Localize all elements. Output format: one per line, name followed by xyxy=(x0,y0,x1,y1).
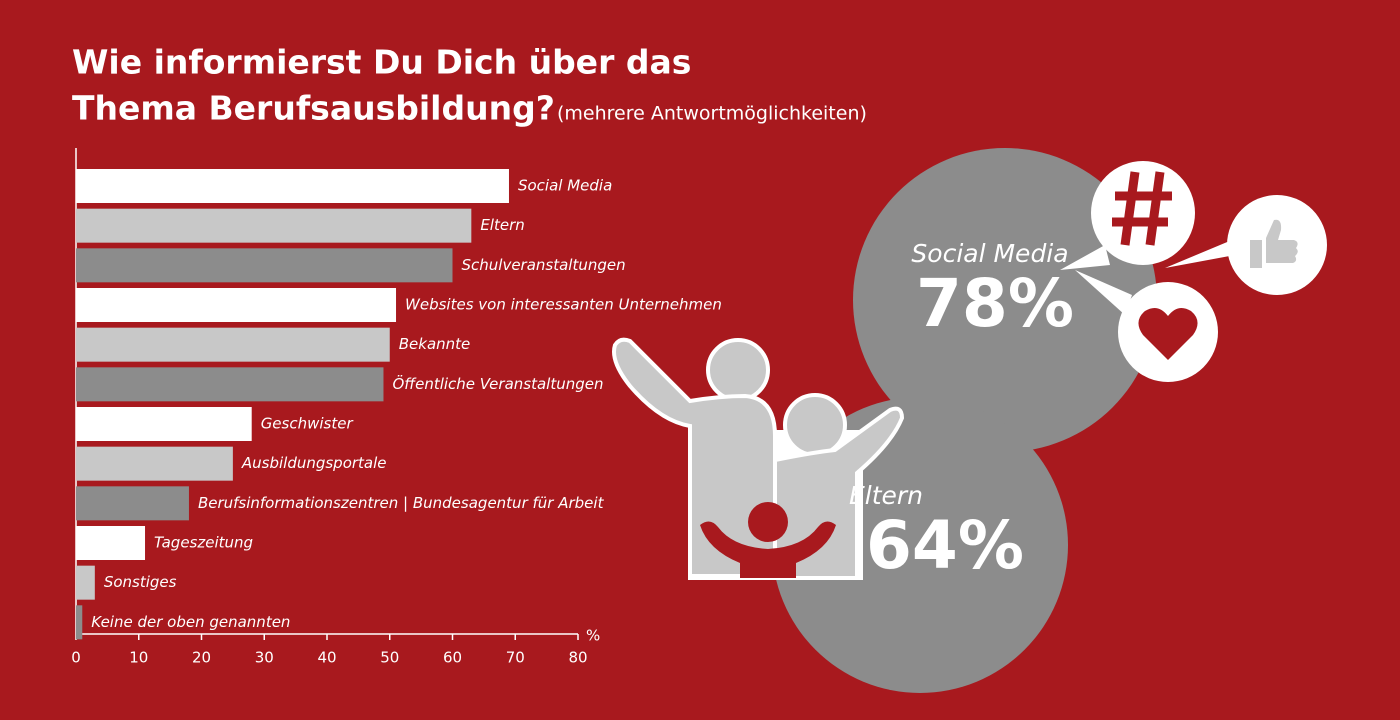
x-tick-label: 40 xyxy=(317,649,336,667)
chart-title: Wie informierst Du Dich über das xyxy=(72,43,691,82)
x-tick-label: 0 xyxy=(71,649,81,667)
bar-label: Ausbildungsportale xyxy=(241,454,387,472)
x-tick-label: 30 xyxy=(255,649,274,667)
bar xyxy=(76,327,390,362)
bar-label: Sonstiges xyxy=(104,573,177,591)
bar xyxy=(76,169,509,203)
bar xyxy=(76,288,397,322)
x-tick-label: 10 xyxy=(129,649,148,667)
x-tick-label: 80 xyxy=(568,649,587,667)
chart-subtitle: (mehrere Antwortmöglichkeiten) xyxy=(557,103,867,125)
x-tick-label: 50 xyxy=(380,649,399,667)
bar xyxy=(76,407,252,441)
bar-label: Berufsinformationszentren | Bundesagentu… xyxy=(198,494,605,512)
illustration xyxy=(612,148,1327,693)
bar xyxy=(76,605,83,640)
bar-label: Eltern xyxy=(480,216,524,234)
bar-label: Schulveranstaltungen xyxy=(462,256,626,274)
bar-label: Geschwister xyxy=(261,415,354,433)
bar-label: Keine der oben genannten xyxy=(91,613,290,631)
bar xyxy=(76,208,472,243)
callout-value: 78% xyxy=(916,265,1074,342)
bar-label: Bekannte xyxy=(399,335,471,353)
bar xyxy=(76,565,95,600)
x-tick-label: 70 xyxy=(506,649,525,667)
callout-label: Social Media xyxy=(911,239,1068,268)
bar xyxy=(76,248,453,283)
bar xyxy=(76,446,233,481)
callout-value: 64% xyxy=(866,507,1024,584)
callout-label: Eltern xyxy=(849,481,923,510)
bar-label: Öffentliche Veranstaltungen xyxy=(392,374,603,393)
x-axis-label: % xyxy=(586,627,600,645)
bar-label: Websites von interessanten Unternehmen xyxy=(405,296,722,314)
chart-title: Thema Berufsausbildung? xyxy=(72,89,555,128)
bar-label: Tageszeitung xyxy=(154,534,253,552)
bar-label: Social Media xyxy=(518,177,612,195)
bar xyxy=(76,367,384,402)
x-tick-label: 60 xyxy=(443,649,462,667)
x-tick-label: 20 xyxy=(192,649,211,667)
bar xyxy=(76,486,189,521)
bar xyxy=(76,526,146,560)
